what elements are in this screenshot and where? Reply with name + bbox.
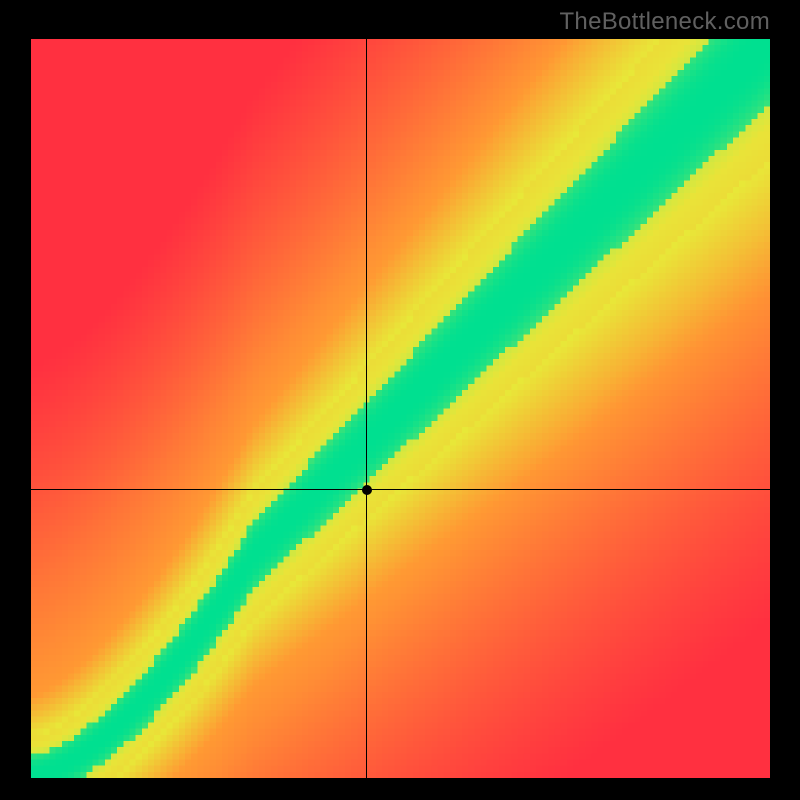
chart-container: TheBottleneck.com [0,0,800,800]
crosshair-dot [362,485,372,495]
crosshair-horizontal [31,489,770,490]
bottleneck-heatmap [31,39,770,778]
crosshair-vertical [366,39,367,778]
watermark-text: TheBottleneck.com [559,8,770,36]
